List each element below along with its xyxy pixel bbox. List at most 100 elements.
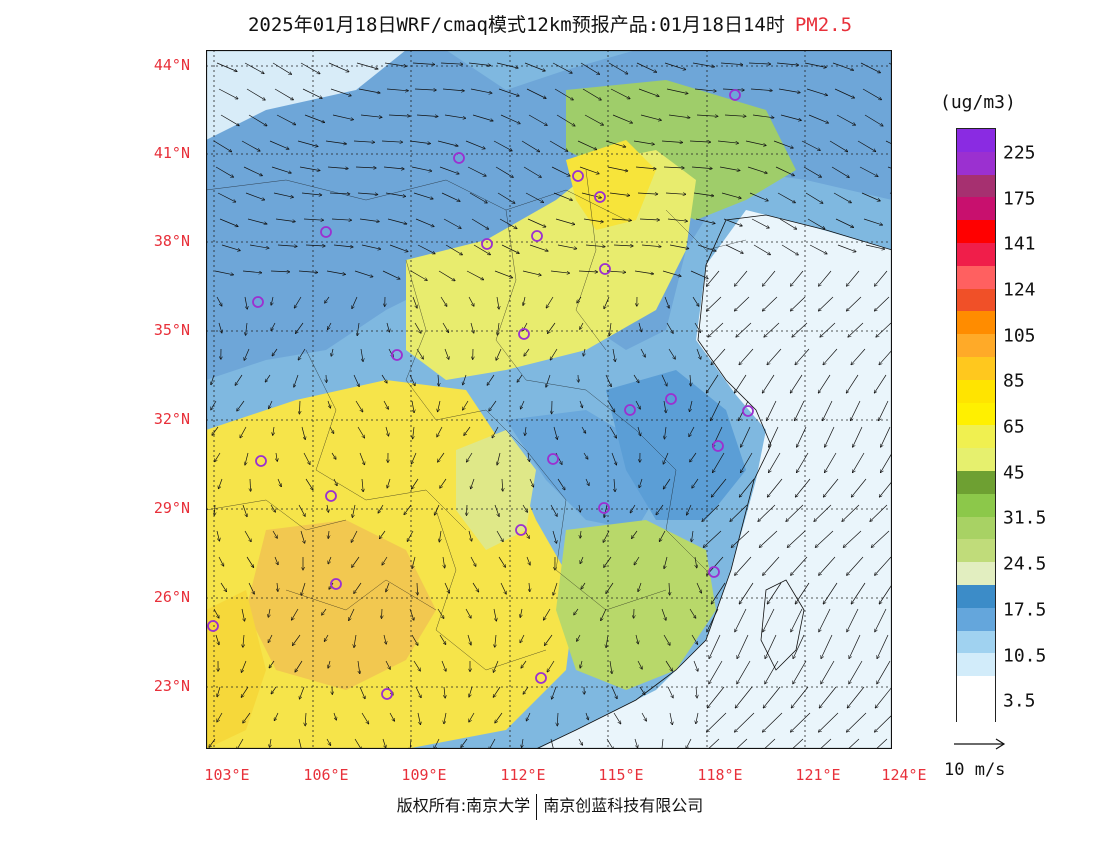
wind-arrow: [579, 166, 599, 174]
wind-arrow: [550, 348, 558, 360]
city-marker: [712, 440, 724, 452]
wind-arrow: [664, 426, 666, 439]
wind-arrow: [461, 738, 468, 748]
wind-arrow: [874, 270, 888, 286]
wind-arrow: [235, 374, 243, 385]
wind-arrow: [467, 504, 468, 516]
wind-arrow: [634, 556, 640, 565]
wind-arrow: [667, 218, 688, 221]
wind-arrow: [580, 322, 584, 329]
wind-arrow: [237, 400, 245, 411]
wind-arrow: [493, 608, 496, 621]
city-marker: [330, 578, 342, 590]
wind-arrow: [415, 686, 421, 698]
colorbar-swatch: [957, 653, 995, 677]
wind-arrow: [333, 712, 336, 720]
wind-arrow: [862, 88, 882, 100]
wind-arrow: [327, 322, 332, 330]
wind-arrow: [407, 530, 414, 542]
wind-arrow: [578, 271, 598, 272]
wind-arrow: [614, 478, 615, 492]
wind-arrow: [635, 400, 640, 409]
wind-arrow: [847, 608, 859, 632]
lon-label: 115°E: [598, 766, 644, 784]
wind-arrow: [246, 88, 265, 100]
wind-arrow: [529, 582, 530, 592]
wind-arrow: [556, 114, 575, 126]
wind-arrow: [875, 608, 887, 632]
city-marker: [729, 89, 741, 101]
wind-arrow: [220, 582, 227, 592]
wind-arrow: [664, 556, 668, 569]
wind-arrow: [464, 426, 471, 436]
wind-arrow: [773, 140, 793, 148]
wind-arrow: [666, 322, 673, 333]
wind-arrow: [697, 244, 716, 251]
lat-label: 38°N: [153, 232, 190, 250]
wind-arrow: [577, 296, 582, 303]
city-marker: [518, 328, 530, 340]
wind-arrow: [383, 400, 389, 409]
wind-arrow: [639, 219, 660, 220]
wind-arrow: [381, 141, 403, 142]
wind-arrow: [441, 660, 446, 671]
map-frame: [206, 50, 892, 749]
wind-arrow: [357, 322, 359, 336]
wind-arrow: [795, 582, 810, 604]
wind-arrow: [874, 296, 890, 311]
wind-arrow: [709, 660, 723, 684]
wind-arrow: [444, 582, 450, 593]
wind-arrow: [386, 88, 408, 91]
wind-arrow: [414, 322, 421, 333]
wind-arrow: [691, 634, 698, 644]
wind-arrow: [492, 426, 499, 438]
colorbar-swatch: [957, 129, 995, 152]
colorbar-label: 141: [1003, 233, 1036, 255]
wind-arrow: [272, 530, 277, 538]
wind-arrow: [417, 712, 421, 725]
colorbar-swatch: [957, 265, 995, 289]
wind-arrow: [637, 426, 641, 436]
wind-arrow: [467, 634, 471, 645]
wind-arrow: [412, 296, 417, 308]
colorbar-swatch: [957, 607, 995, 631]
wind-arrow: [388, 115, 410, 116]
wind-arrow: [659, 530, 666, 542]
wind-arrow: [633, 140, 654, 144]
wind-arrow: [383, 166, 404, 169]
wind-arrow: [779, 218, 797, 229]
city-marker: [547, 453, 559, 465]
wind-arrow: [463, 374, 467, 385]
wind-arrow: [471, 218, 489, 229]
wind-arrow: [708, 322, 724, 337]
wind-arrow: [578, 738, 583, 745]
wind-arrow: [557, 244, 577, 249]
wind-arrow: [818, 270, 832, 286]
wind-arrow: [550, 504, 557, 516]
wind-arrow: [440, 296, 447, 306]
wind-arrow: [870, 504, 888, 522]
wind-arrow: [331, 219, 352, 220]
wind-arrow: [303, 219, 324, 220]
wind-arrow: [241, 686, 249, 697]
wind-arrow: [604, 556, 612, 568]
wind-arrow: [669, 582, 670, 595]
wind-arrow: [747, 166, 767, 173]
wind-arrow: [246, 322, 248, 335]
wind-arrow: [710, 400, 721, 421]
wind-arrow: [351, 530, 358, 542]
wind-arrow: [637, 193, 658, 194]
wind-arrow: [692, 62, 715, 67]
wind-arrow: [442, 322, 449, 333]
city-marker: [742, 405, 754, 417]
wind-arrow: [665, 193, 686, 194]
colorbar-label: 31.5: [1003, 507, 1047, 529]
wind-arrow: [386, 322, 390, 332]
wind-arrow: [383, 634, 386, 644]
wind-arrow: [358, 88, 380, 93]
wind-arrow: [245, 452, 249, 465]
wind-arrow: [294, 374, 299, 387]
wind-arrow: [801, 140, 820, 151]
wind-arrow: [438, 270, 455, 281]
wind-arrow: [780, 114, 801, 120]
